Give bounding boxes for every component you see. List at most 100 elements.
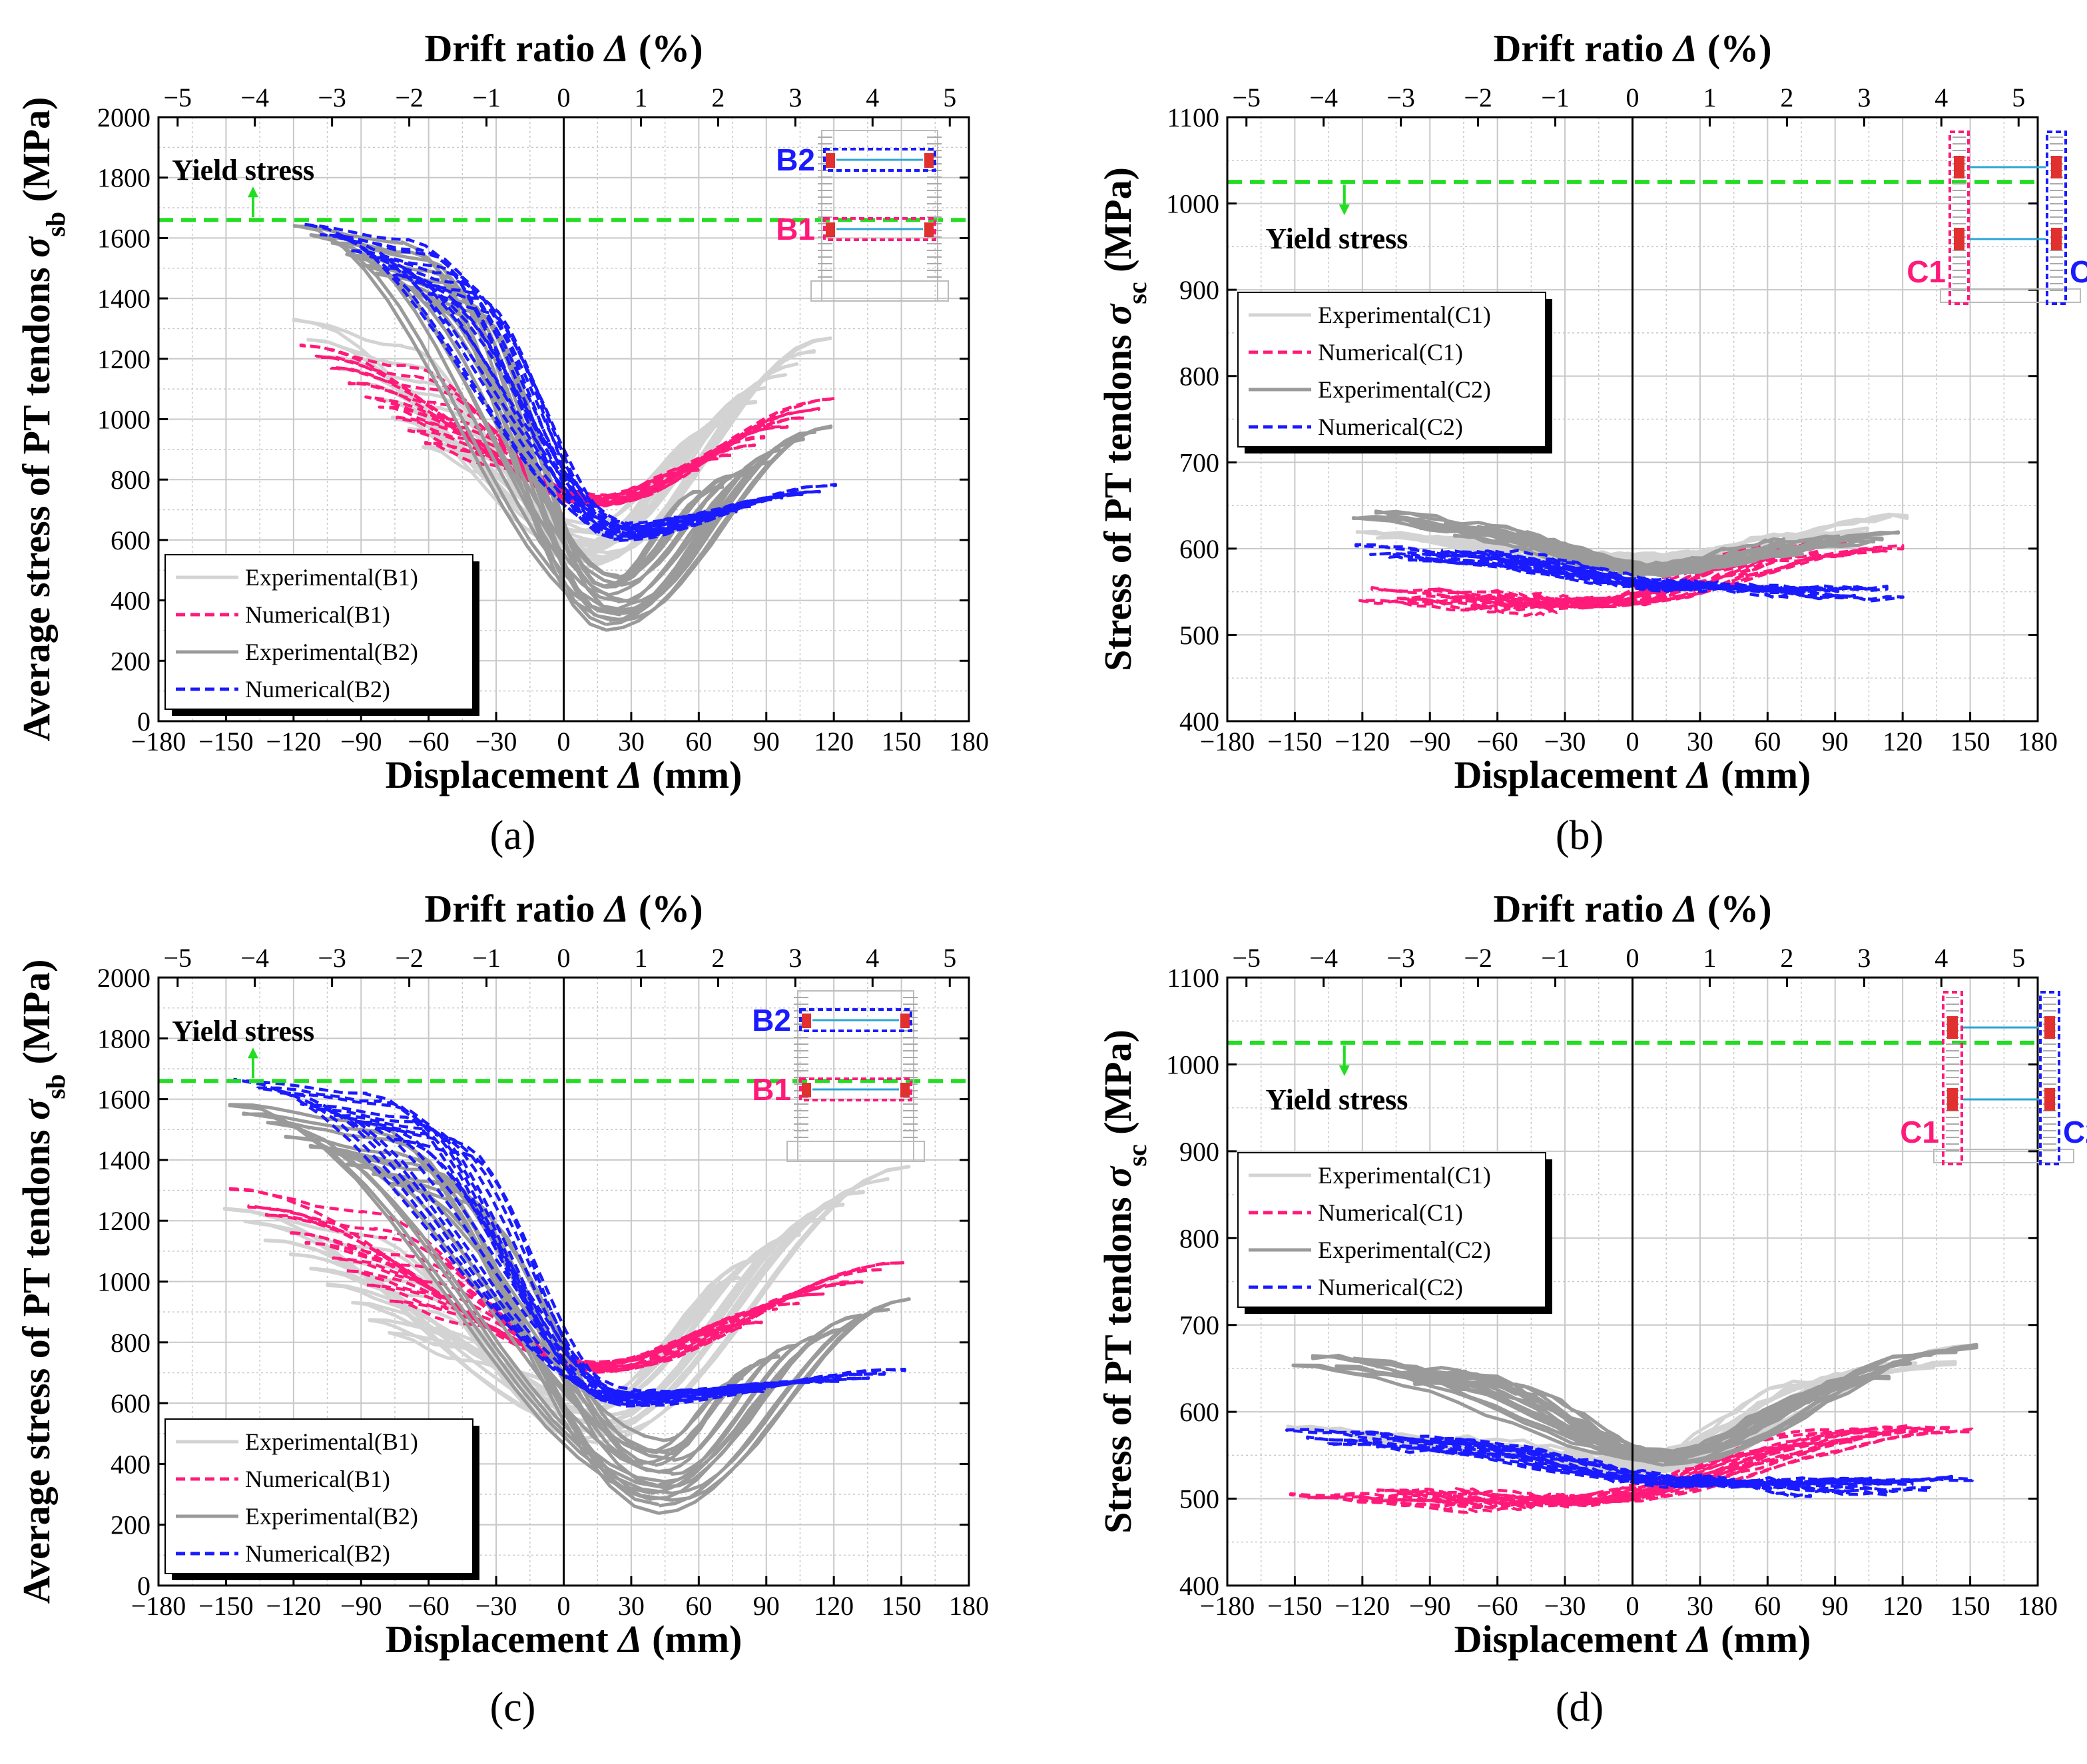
inset-anchor xyxy=(1947,1016,1958,1039)
inset-label: B2 xyxy=(776,143,815,177)
x-tick-label: 90 xyxy=(1822,727,1849,756)
label-part: (mm) xyxy=(643,753,743,796)
x-tick-label: 60 xyxy=(685,1591,712,1621)
x-tick-label: 120 xyxy=(814,727,854,756)
inset-schematic: C1 C2 xyxy=(1900,991,2087,1165)
y-tick-label: 1000 xyxy=(1166,189,1219,219)
x-tick-label: −150 xyxy=(1267,1591,1323,1621)
inset-anchor xyxy=(900,1083,910,1097)
y-tick-label: 800 xyxy=(1179,362,1219,392)
x-axis-title: Displacement Δ (mm) xyxy=(1454,1617,1811,1661)
legend-box xyxy=(1237,1152,1546,1308)
top-tick-label: 4 xyxy=(866,943,879,973)
top-tick-label: 1 xyxy=(1703,943,1716,973)
top-tick-label: −1 xyxy=(472,943,501,973)
top-tick-label: 0 xyxy=(1626,943,1640,973)
y-tick-label: 1200 xyxy=(97,1206,150,1236)
legend: Experimental(C1) Numerical(C1) Experimenta… xyxy=(1237,1152,1552,1314)
top-tick-label: 3 xyxy=(788,83,802,113)
inset-label: C1 xyxy=(1900,1115,1939,1149)
label-part: Stress of PT tendons xyxy=(1096,325,1139,671)
inset-highlight xyxy=(799,1077,912,1101)
legend-entry: Experimental(C1) xyxy=(1318,1162,1491,1189)
y-tick-label: 1600 xyxy=(97,1085,150,1115)
inset-highlight xyxy=(1948,131,1970,305)
series-loop xyxy=(1285,1428,1974,1489)
label-part: Drift ratio xyxy=(424,27,605,70)
top-axis-title: Drift ratio Δ (%) xyxy=(1493,27,1771,70)
series-loop xyxy=(1307,1425,1953,1511)
label-part: Δ xyxy=(1672,887,1697,930)
inset-anchor xyxy=(900,1014,910,1028)
x-tick-label: 180 xyxy=(949,1591,989,1621)
label-part: Displacement xyxy=(1454,753,1687,796)
series-loop xyxy=(1351,515,1901,579)
series-loop xyxy=(1394,537,1868,610)
legend-entry: Experimental(C2) xyxy=(1318,1237,1491,1263)
label-part: Stress of PT tendons xyxy=(1096,1187,1139,1534)
top-tick-label: 1 xyxy=(634,943,647,973)
x-tick-label: −180 xyxy=(1200,727,1255,756)
legend-box xyxy=(1237,292,1546,447)
inset-anchor xyxy=(826,222,835,237)
y-axis-title: Stress of PT tendons σsc (MPa) xyxy=(1096,1029,1152,1534)
panel-label-a: (a) xyxy=(490,813,536,858)
top-axis-title: Drift ratio Δ (%) xyxy=(424,27,703,70)
series-exp_b2 xyxy=(1291,1342,1978,1468)
top-tick-label: −1 xyxy=(1541,83,1570,113)
y-tick-label: 600 xyxy=(111,525,150,555)
inset-label: B1 xyxy=(776,212,815,246)
label-part: (mm) xyxy=(1711,753,1811,796)
legend-entry: Experimental(B1) xyxy=(245,1428,418,1455)
x-tick-label: −30 xyxy=(475,1591,517,1621)
x-tick-label: 180 xyxy=(949,727,989,756)
x-axis-title: Displacement Δ (mm) xyxy=(1454,753,1811,796)
y-tick-label: 200 xyxy=(111,646,150,676)
label-part: sc xyxy=(1122,1144,1152,1166)
legend: Experimental(B1) Numerical(B1) Experimenta… xyxy=(164,1418,479,1580)
y-tick-label: 200 xyxy=(111,1510,150,1540)
top-tick-label: 5 xyxy=(943,83,956,113)
x-tick-label: 30 xyxy=(1687,727,1713,756)
y-tick-label: 1400 xyxy=(97,1145,150,1175)
x-tick-label: 150 xyxy=(882,1591,922,1621)
series-numerical_2 xyxy=(302,222,837,542)
x-tick-label: −60 xyxy=(1476,727,1518,756)
inset-base xyxy=(786,1141,925,1162)
series-loop xyxy=(1354,543,1905,603)
y-tick-label: 500 xyxy=(1179,620,1219,650)
top-tick-label: −5 xyxy=(163,943,192,973)
label-part: sc xyxy=(1122,282,1152,304)
y-tick-label: 400 xyxy=(1179,1571,1219,1601)
label-part: Drift ratio xyxy=(1493,27,1673,70)
x-tick-label: 30 xyxy=(618,1591,645,1621)
label-part: σ xyxy=(15,1098,58,1120)
series-loop xyxy=(1407,554,1857,600)
series-loop xyxy=(302,222,837,542)
panel-label-b: (b) xyxy=(1556,813,1604,858)
label-part: (MPa) xyxy=(15,97,58,212)
y-tick-label: 0 xyxy=(137,707,150,736)
data-layer xyxy=(1351,509,1909,617)
x-tick-label: 0 xyxy=(1626,727,1640,756)
series-loop xyxy=(1289,1427,1974,1510)
yield-stress-label: Yield stress xyxy=(172,154,314,186)
top-tick-label: 3 xyxy=(1857,943,1871,973)
y-tick-label: 1800 xyxy=(97,163,150,193)
inset-label: C2 xyxy=(2070,254,2087,289)
inset-label: B2 xyxy=(752,1003,791,1037)
x-tick-label: −120 xyxy=(1335,1591,1390,1621)
label-part: Average stress of PT tendons xyxy=(15,1120,58,1604)
inset-label: B1 xyxy=(752,1072,791,1107)
x-tick-label: −90 xyxy=(1409,727,1451,756)
label-part: (%) xyxy=(629,887,703,930)
top-tick-label: −2 xyxy=(1464,943,1492,973)
x-tick-label: 120 xyxy=(814,1591,854,1621)
y-tick-label: 400 xyxy=(111,1449,150,1479)
x-tick-label: −90 xyxy=(340,727,382,756)
y-tick-label: 1100 xyxy=(1167,103,1219,133)
label-part: Δ xyxy=(603,27,629,70)
label-part: Δ xyxy=(1685,753,1711,796)
x-tick-label: −120 xyxy=(266,1591,322,1621)
